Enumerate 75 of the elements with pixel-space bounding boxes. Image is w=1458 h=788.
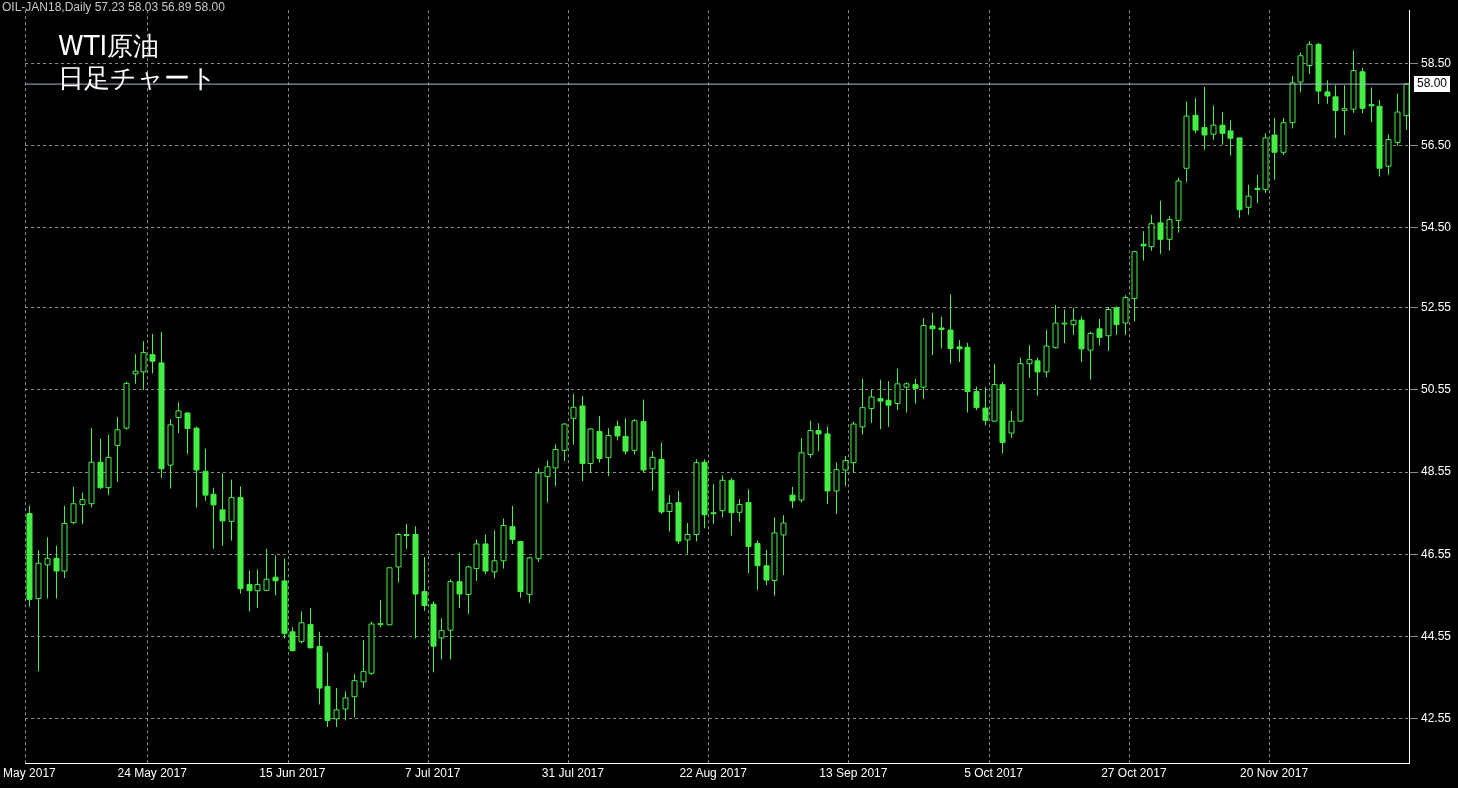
candlestick <box>1008 410 1015 439</box>
y-tick-label: 52.55 <box>1420 300 1452 315</box>
candlestick <box>1245 184 1252 216</box>
candlestick <box>149 333 156 375</box>
candlestick <box>868 389 875 424</box>
candlestick <box>833 462 840 515</box>
candlestick <box>982 386 989 426</box>
y-tick-label: 54.50 <box>1420 220 1452 235</box>
candlestick <box>894 368 901 411</box>
candlestick <box>710 483 717 525</box>
candlestick <box>79 492 86 525</box>
x-tick-label: 31 Jul 2017 <box>541 766 605 781</box>
x-tick-label: 5 Oct 2017 <box>964 766 1024 781</box>
candlestick <box>307 607 314 649</box>
annotation: OIL-JAN18,Daily 57.23 58.03 56.89 58.00 <box>2 0 225 14</box>
x-tick-label: 15 Jun 2017 <box>259 766 326 781</box>
x-tick-label: May 2017 <box>3 766 57 781</box>
x-tick-label: 7 Jul 2017 <box>404 766 461 781</box>
candlestick <box>1210 104 1217 141</box>
candlestick <box>1341 84 1348 136</box>
x-tick-label: 24 May 2017 <box>117 766 188 781</box>
candlestick <box>421 556 428 612</box>
candlestick <box>947 293 954 365</box>
candlestick <box>973 386 980 411</box>
text: 日足チャート <box>58 62 217 94</box>
candlestick <box>333 687 340 728</box>
candlestick <box>114 416 121 483</box>
candlestick <box>44 536 51 600</box>
candlestick <box>175 401 182 434</box>
candlestick <box>228 478 235 542</box>
x-tick-label: 20 Nov 2017 <box>1240 766 1309 781</box>
candlestick <box>1271 117 1278 181</box>
candlestick <box>789 486 796 509</box>
candlestick <box>263 548 270 592</box>
candlestick <box>1192 97 1199 134</box>
y-tick-label: 50.55 <box>1420 382 1452 397</box>
candlestick <box>1061 309 1068 344</box>
candlestick <box>938 315 945 350</box>
ref-line-label: 58.00 <box>1416 76 1448 91</box>
x-tick-label: 22 Aug 2017 <box>679 766 748 781</box>
y-tick-label: 44.55 <box>1420 628 1452 643</box>
candlestick <box>1087 331 1094 381</box>
candlestick <box>1201 86 1208 151</box>
candlestick <box>70 486 77 525</box>
candlestick <box>1166 215 1173 252</box>
candlestick <box>272 554 279 596</box>
candlestick <box>903 381 910 414</box>
candlestick <box>649 450 656 492</box>
candlestick <box>491 529 498 579</box>
candlestick <box>780 514 787 576</box>
candlestick <box>219 472 226 547</box>
candlestick <box>1096 318 1103 346</box>
candlestick <box>377 599 384 628</box>
candlestick <box>754 539 761 591</box>
y-tick-label: 58.50 <box>1420 55 1452 70</box>
candlestick <box>342 690 349 721</box>
candlestick <box>684 522 691 555</box>
x-tick-label: 13 Sep 2017 <box>819 766 888 781</box>
candlestick <box>509 505 516 545</box>
candlestick <box>570 393 577 446</box>
y-tick-label: 48.55 <box>1420 464 1452 479</box>
candlestick <box>298 610 305 644</box>
candlestick <box>1157 200 1164 255</box>
candlestick <box>456 552 463 609</box>
candlestick <box>859 378 866 436</box>
y-tick-label: 46.55 <box>1420 546 1452 561</box>
candlestick <box>929 312 936 356</box>
candlestick <box>184 412 191 455</box>
text: WTI原油 <box>58 30 161 62</box>
y-tick-label: 56.50 <box>1420 138 1452 152</box>
x-tick-label: 27 Oct 2017 <box>1101 766 1167 781</box>
candlestick <box>1306 40 1313 75</box>
candlestick <box>605 427 612 477</box>
candlestick <box>351 673 358 718</box>
y-tick-label: 42.55 <box>1420 710 1452 725</box>
